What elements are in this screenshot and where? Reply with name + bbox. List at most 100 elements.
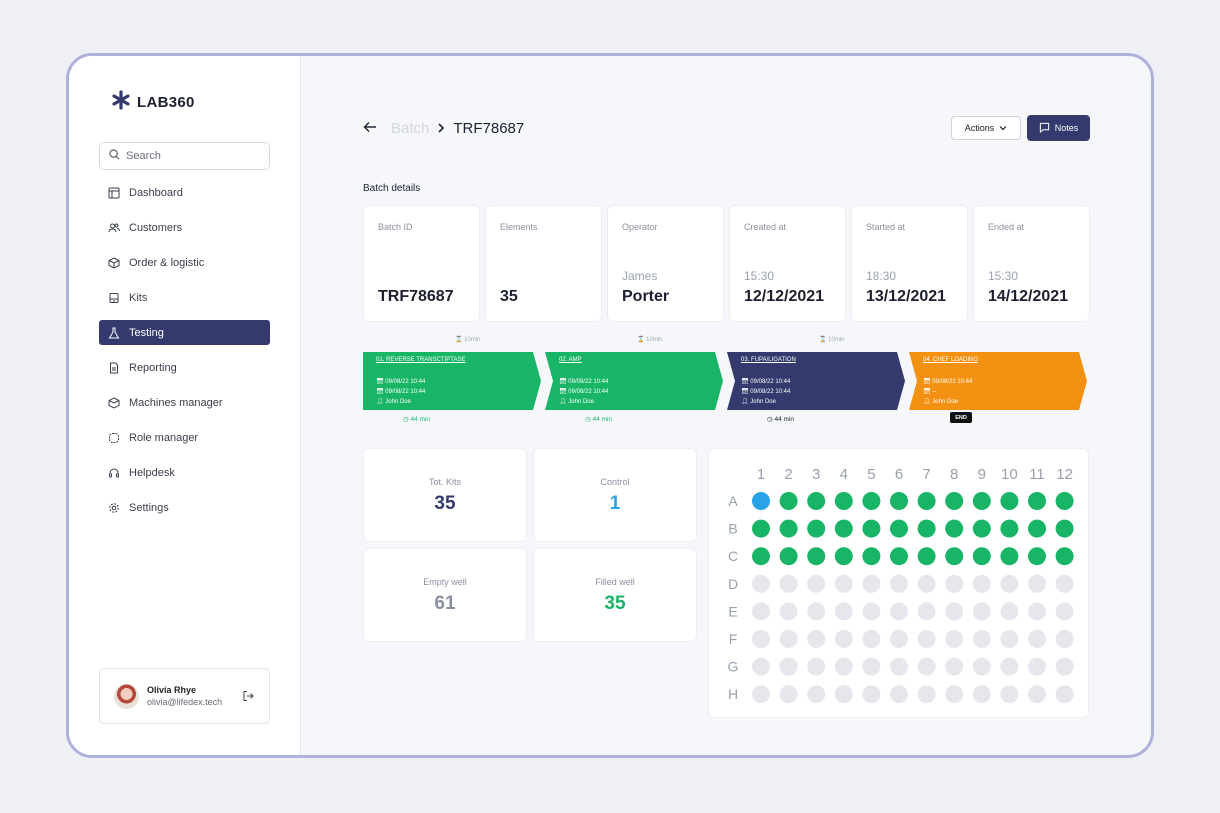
well-empty[interactable] xyxy=(890,574,908,593)
well-filled[interactable] xyxy=(945,547,964,566)
well-empty[interactable] xyxy=(1028,602,1046,621)
well-empty[interactable] xyxy=(862,630,881,648)
well-filled[interactable] xyxy=(862,547,881,566)
well-filled[interactable] xyxy=(834,547,853,566)
well-empty[interactable] xyxy=(779,602,798,621)
search-box[interactable] xyxy=(99,142,270,170)
well-control[interactable] xyxy=(752,492,770,510)
well-empty[interactable] xyxy=(945,630,964,648)
well-empty[interactable] xyxy=(834,657,853,676)
well-filled[interactable] xyxy=(1055,547,1074,566)
well-empty[interactable] xyxy=(862,574,881,593)
logout-icon[interactable] xyxy=(242,689,254,707)
well-filled[interactable] xyxy=(752,519,770,538)
well-filled[interactable] xyxy=(917,492,936,510)
well-empty[interactable] xyxy=(752,657,770,676)
well-empty[interactable] xyxy=(779,685,798,704)
well-empty[interactable] xyxy=(752,602,770,621)
well-filled[interactable] xyxy=(807,492,826,510)
well-filled[interactable] xyxy=(779,519,798,538)
well-filled[interactable] xyxy=(972,547,991,566)
pipeline-step-title[interactable]: 04. CHEF LOADING xyxy=(923,357,979,363)
well-filled[interactable] xyxy=(779,547,798,566)
well-empty[interactable] xyxy=(834,574,853,593)
pipeline-step-title[interactable]: 02. AMP xyxy=(559,357,582,363)
well-filled[interactable] xyxy=(972,519,991,538)
sidebar-item-reporting[interactable]: Reporting xyxy=(99,355,270,380)
well-empty[interactable] xyxy=(972,574,991,593)
well-empty[interactable] xyxy=(862,602,881,621)
well-empty[interactable] xyxy=(972,685,991,704)
well-empty[interactable] xyxy=(779,657,798,676)
sidebar-item-machines-manager[interactable]: Machines manager xyxy=(99,390,270,415)
pipeline-step-title[interactable]: 01. REVERSE TRANSCTIPTASE xyxy=(376,357,466,363)
pipeline-step-shape[interactable] xyxy=(909,352,1087,410)
well-empty[interactable] xyxy=(1000,602,1019,621)
well-empty[interactable] xyxy=(1028,685,1046,704)
well-empty[interactable] xyxy=(917,602,936,621)
pipeline-step[interactable]: 02. AMP 📅︎ 09/08/22 10:44 📅︎ 09/08/22 10… xyxy=(559,355,608,407)
pipeline-step-shape[interactable] xyxy=(727,352,905,410)
well-filled[interactable] xyxy=(834,519,853,538)
well-filled[interactable] xyxy=(834,492,853,510)
well-empty[interactable] xyxy=(945,657,964,676)
well-filled[interactable] xyxy=(917,547,936,566)
well-empty[interactable] xyxy=(1028,574,1046,593)
pipeline-step[interactable]: 04. CHEF LOADING 📅︎ 09/08/22 10:44 📅︎ --… xyxy=(923,355,978,407)
well-empty[interactable] xyxy=(862,657,881,676)
well-empty[interactable] xyxy=(917,657,936,676)
well-empty[interactable] xyxy=(807,657,826,676)
sidebar-item-customers[interactable]: Customers xyxy=(99,215,270,240)
well-filled[interactable] xyxy=(1000,519,1019,538)
well-filled[interactable] xyxy=(1000,492,1019,510)
pipeline-step[interactable]: 03. FUPA/LIGATION 📅︎ 09/08/22 10:44 📅︎ 0… xyxy=(741,355,796,407)
well-empty[interactable] xyxy=(945,685,964,704)
well-filled[interactable] xyxy=(862,492,881,510)
well-empty[interactable] xyxy=(1000,685,1019,704)
well-filled[interactable] xyxy=(945,519,964,538)
well-empty[interactable] xyxy=(834,685,853,704)
well-filled[interactable] xyxy=(890,547,908,566)
sidebar-item-helpdesk[interactable]: Helpdesk xyxy=(99,460,270,485)
well-empty[interactable] xyxy=(890,685,908,704)
well-empty[interactable] xyxy=(1028,630,1046,648)
notes-button[interactable]: Notes xyxy=(1027,115,1090,141)
well-filled[interactable] xyxy=(917,519,936,538)
pipeline-step-title[interactable]: 03. FUPA/LIGATION xyxy=(741,357,796,363)
well-empty[interactable] xyxy=(807,630,826,648)
well-empty[interactable] xyxy=(945,602,964,621)
sidebar-item-order-logistic[interactable]: Order & logistic xyxy=(99,250,270,275)
sidebar-item-dashboard[interactable]: Dashboard xyxy=(99,180,270,205)
actions-dropdown[interactable]: Actions xyxy=(951,116,1021,140)
well-filled[interactable] xyxy=(890,519,908,538)
well-empty[interactable] xyxy=(1000,630,1019,648)
well-empty[interactable] xyxy=(1000,657,1019,676)
well-filled[interactable] xyxy=(1028,492,1046,510)
pipeline-step-shape[interactable] xyxy=(545,352,723,410)
well-empty[interactable] xyxy=(1055,602,1074,621)
well-empty[interactable] xyxy=(807,602,826,621)
well-empty[interactable] xyxy=(752,574,770,593)
well-filled[interactable] xyxy=(752,547,770,566)
well-empty[interactable] xyxy=(752,685,770,704)
well-filled[interactable] xyxy=(779,492,798,510)
well-filled[interactable] xyxy=(890,492,908,510)
well-empty[interactable] xyxy=(779,630,798,648)
avatar[interactable] xyxy=(114,683,139,709)
sidebar-item-settings[interactable]: Settings xyxy=(99,495,270,520)
pipeline-step-shape[interactable] xyxy=(363,352,541,410)
well-empty[interactable] xyxy=(1055,574,1074,593)
well-empty[interactable] xyxy=(917,685,936,704)
well-empty[interactable] xyxy=(917,630,936,648)
logo[interactable]: LAB360 xyxy=(111,90,195,115)
well-empty[interactable] xyxy=(834,630,853,648)
well-empty[interactable] xyxy=(972,630,991,648)
well-filled[interactable] xyxy=(862,519,881,538)
sidebar-item-kits[interactable]: Kits xyxy=(99,285,270,310)
well-empty[interactable] xyxy=(890,602,908,621)
well-empty[interactable] xyxy=(1028,657,1046,676)
well-empty[interactable] xyxy=(890,657,908,676)
well-empty[interactable] xyxy=(1055,685,1074,704)
well-empty[interactable] xyxy=(752,630,770,648)
sidebar-item-role-manager[interactable]: Role manager xyxy=(99,425,270,450)
